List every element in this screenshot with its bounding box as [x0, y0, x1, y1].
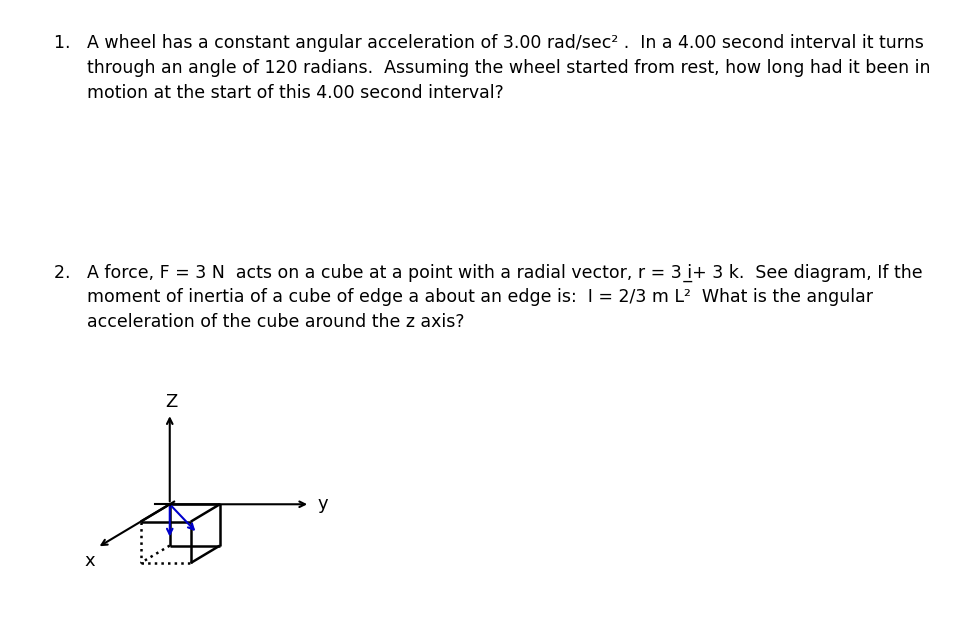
- Text: y: y: [318, 495, 328, 513]
- Text: acceleration of the cube around the z axis?: acceleration of the cube around the z ax…: [54, 313, 464, 331]
- Text: Z: Z: [166, 393, 178, 411]
- Text: 2.   A force, F = 3 N  acts on a cube at a point with a radial vector, r = 3 i̲+: 2. A force, F = 3 N acts on a cube at a …: [54, 264, 922, 281]
- Text: through an angle of 120 radians.  Assuming the wheel started from rest, how long: through an angle of 120 radians. Assumin…: [54, 59, 930, 77]
- Text: x: x: [85, 552, 95, 570]
- Text: moment of inertia of a cube of edge a about an edge is:  I = 2/3 m L²  What is t: moment of inertia of a cube of edge a ab…: [54, 288, 873, 306]
- Text: 1.   A wheel has a constant angular acceleration of 3.00 rad/sec² .  In a 4.00 s: 1. A wheel has a constant angular accele…: [54, 34, 923, 52]
- Text: motion at the start of this 4.00 second interval?: motion at the start of this 4.00 second …: [54, 84, 504, 102]
